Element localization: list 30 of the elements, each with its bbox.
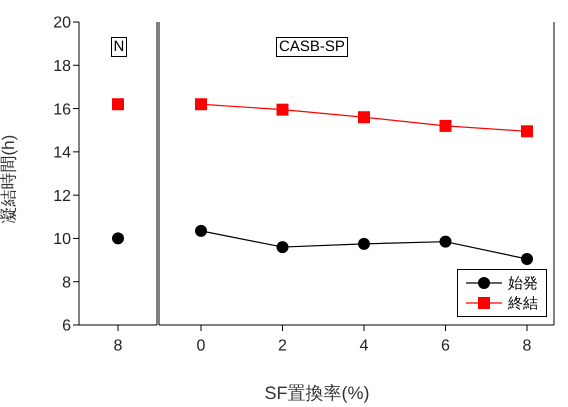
x-tick-label: 6	[441, 337, 450, 354]
y-tick-label: 20	[53, 14, 72, 32]
point	[358, 238, 370, 250]
x-tick-label: 4	[360, 337, 369, 354]
point	[195, 224, 207, 237]
x-axis-title: SF置換率(%)	[264, 382, 370, 405]
legend-label: 始発	[508, 274, 538, 292]
y-tick-label: 16	[53, 101, 72, 118]
y-tick-label: 14	[53, 144, 72, 162]
y-tick-label: 18	[53, 58, 72, 75]
annotation: CASB-SP	[276, 37, 348, 57]
point	[276, 104, 288, 116]
point	[195, 98, 207, 110]
legend-label: 終結	[508, 294, 538, 312]
annotation: N	[110, 37, 128, 57]
y-tick-label: 12	[53, 188, 72, 205]
point	[521, 125, 533, 138]
y-axis-title: 凝結時間(h)	[0, 134, 18, 224]
x-tick-label: 2	[278, 337, 288, 354]
y-tick-label: 8	[62, 274, 72, 292]
y-tick-label: 10	[53, 231, 72, 248]
x-tick-label: 8	[522, 337, 532, 354]
point	[521, 252, 533, 265]
point	[358, 111, 370, 124]
x-tick-label: 8	[114, 337, 123, 354]
point	[276, 241, 288, 254]
point	[440, 120, 452, 132]
point	[440, 236, 452, 248]
y-tick-label: 6	[62, 318, 72, 335]
x-tick-label: 0	[196, 337, 206, 354]
